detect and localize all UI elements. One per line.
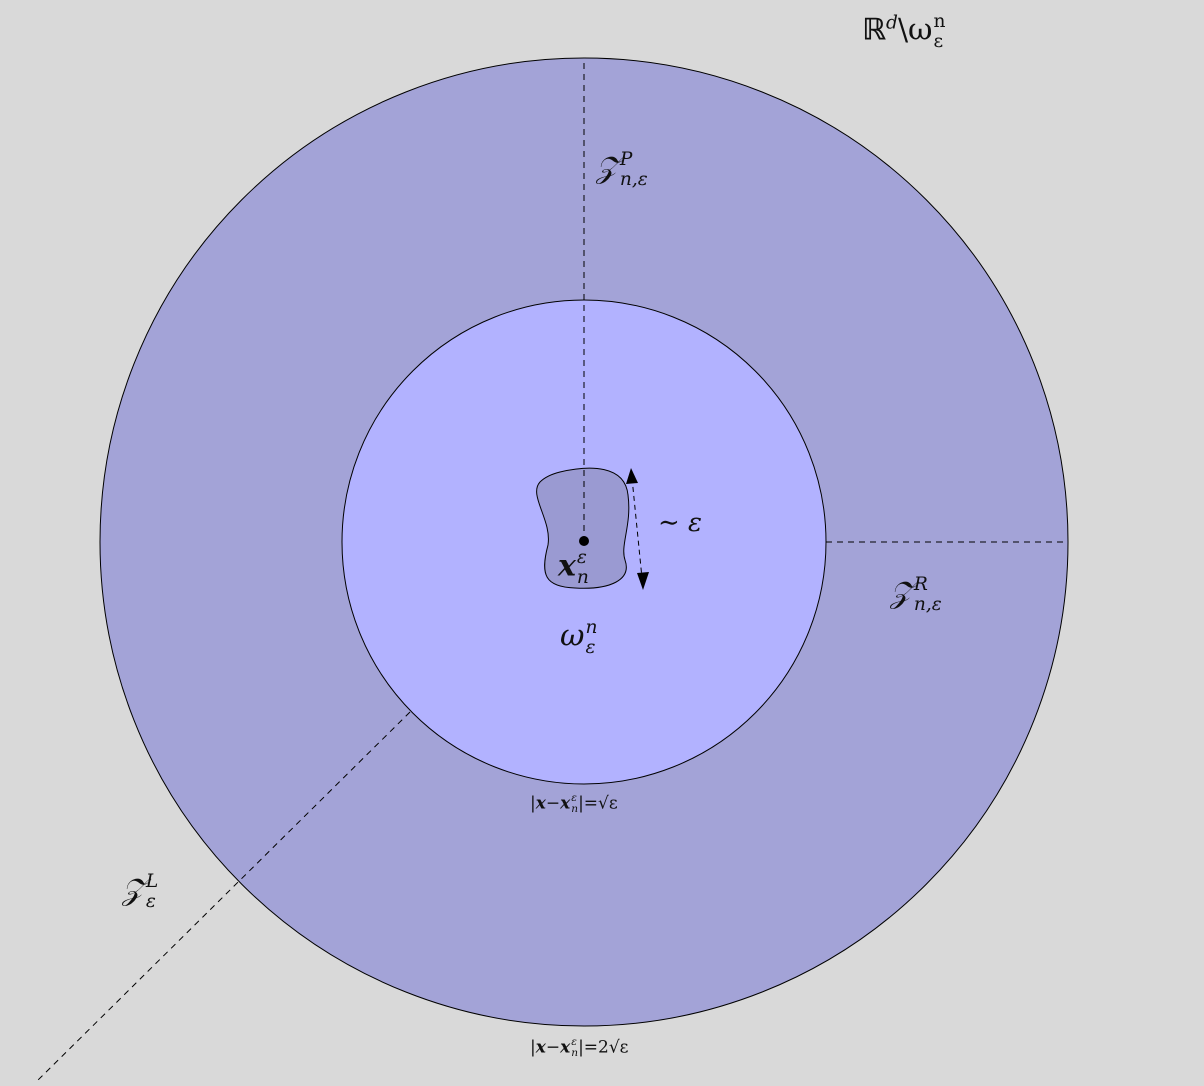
inner-radius-label: |x−x ε n |=√ε — [530, 792, 618, 816]
scale-arrow-line — [631, 477, 643, 579]
center-point — [579, 536, 589, 546]
scale-arrow-head-up — [626, 468, 638, 484]
inclusion-shape — [536, 467, 630, 589]
scale-label: ∼ ε — [658, 508, 703, 538]
scale-arrow-head-down — [637, 572, 649, 590]
outer-radius-label: |x−x ε n |=2√ε — [530, 1036, 629, 1060]
complement-label: ℝd\ω n ε — [862, 11, 946, 52]
